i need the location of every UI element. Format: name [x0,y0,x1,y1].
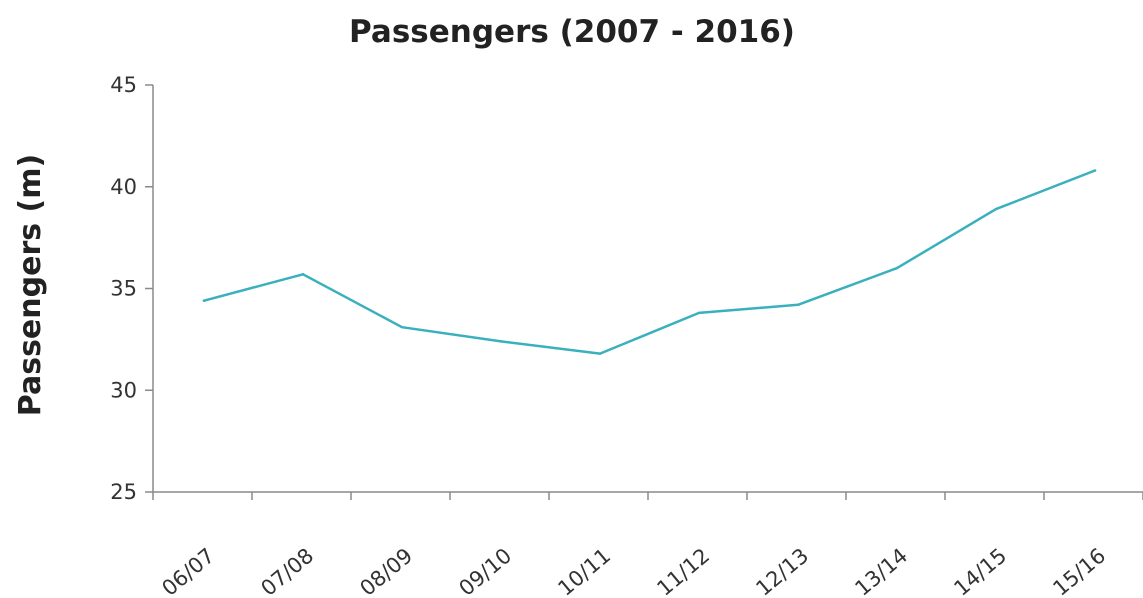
x-tick-label: 07/08 [256,543,318,598]
data-point [202,299,206,302]
x-tick-label: 12/13 [751,543,813,598]
series-line [202,169,1097,355]
y-tick-label: 25 [110,480,137,504]
x-tick-label: 08/09 [355,543,417,598]
x-tick-label: 14/15 [949,543,1011,598]
y-tick-label: 35 [110,277,137,301]
data-point [697,311,701,315]
data-point [499,340,503,343]
y-tick-label: 40 [110,175,137,199]
data-point [895,266,899,270]
x-tick-label: 13/14 [850,543,912,598]
x-ticks: 06/07 07/08 08/09 09/10 10/11 11/12 12/13 13/14… [152,492,1143,598]
x-tick-label: 15/16 [1048,543,1110,598]
x-tick-label: 06/07 [157,543,219,598]
data-point [598,352,602,355]
data-point [796,303,800,307]
y-axis-label: Passengers (m) [13,154,48,416]
data-point [301,273,305,276]
series-group [202,169,1097,355]
y-tick-label: 30 [110,378,137,402]
x-tick-label: 10/11 [553,543,615,598]
axes [152,85,1143,493]
x-tick-label: 09/10 [454,543,516,598]
y-ticks: 25 30 35 40 45 [110,73,153,504]
data-point [1093,169,1097,172]
y-tick-label: 45 [110,73,137,97]
data-point [994,207,998,211]
x-tick-label: 11/12 [652,543,714,598]
data-point [400,325,404,329]
chart-title: Passengers (2007 - 2016) [349,14,795,50]
